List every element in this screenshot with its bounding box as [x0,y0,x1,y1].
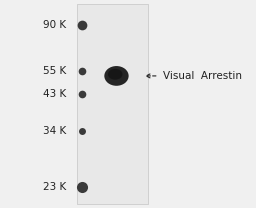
Text: Visual  Arrestin: Visual Arrestin [163,71,242,81]
Text: 23 K: 23 K [43,182,67,192]
Text: 90 K: 90 K [44,20,67,30]
Text: 43 K: 43 K [43,89,67,99]
Ellipse shape [108,69,123,80]
Text: 34 K: 34 K [43,126,67,136]
Text: 55 K: 55 K [43,66,67,76]
Ellipse shape [104,66,129,86]
Bar [77,4,148,204]
